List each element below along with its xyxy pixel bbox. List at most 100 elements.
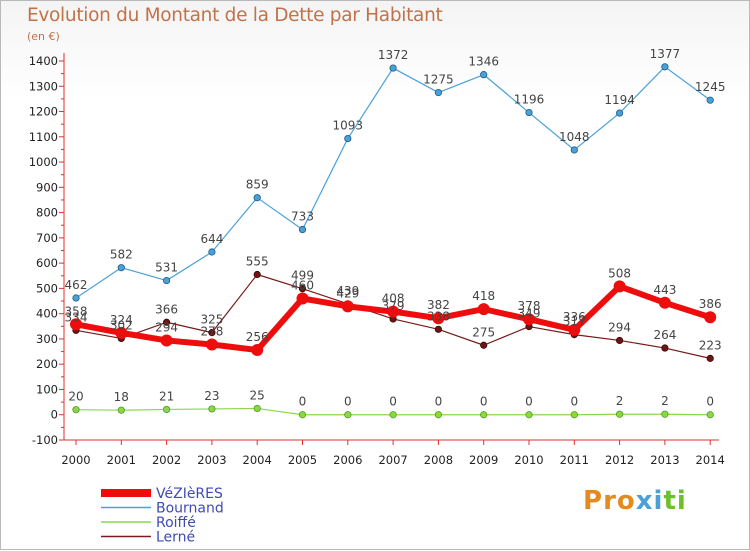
y-tick-label: 0 (51, 408, 58, 422)
data-point-roiffe (389, 411, 397, 419)
data-label-lerne: 294 (608, 320, 631, 334)
y-tick-label: 1200 (29, 105, 58, 119)
data-label-vezieres: 508 (608, 266, 631, 280)
y-tick-label: 200 (36, 357, 58, 371)
data-point-vezieres (251, 344, 264, 357)
data-label-bournand: 644 (200, 232, 223, 246)
data-label-vezieres: 336 (563, 310, 586, 324)
data-point-bournand (163, 276, 171, 285)
data-point-roiffe (208, 405, 216, 413)
data-point-lerne (298, 285, 307, 293)
data-point-roiffe (706, 411, 714, 419)
data-point-vezieres (432, 312, 445, 325)
data-point-bournand (253, 194, 261, 202)
data-point-lerne (253, 270, 261, 279)
data-point-vezieres (613, 280, 626, 293)
data-label-roiffe: 0 (344, 395, 352, 409)
data-label-lerne: 338 (427, 309, 450, 323)
data-label-roiffe: 0 (706, 395, 714, 409)
data-point-roiffe (253, 404, 261, 413)
x-tick-label: 2012 (605, 453, 634, 467)
data-label-vezieres: 378 (518, 299, 541, 313)
data-point-bournand (72, 294, 80, 302)
chart-title: Evolution du Montant de la Dette par Hab… (27, 5, 443, 26)
data-point-lerne (480, 341, 488, 349)
y-tick-label: 800 (36, 206, 58, 220)
data-label-roiffe: 0 (435, 395, 443, 409)
legend-label-vezieres: VéZIèRES (156, 486, 223, 502)
data-point-vezieres (704, 311, 717, 324)
data-label-vezieres: 429 (336, 286, 359, 300)
data-label-vezieres: 382 (427, 298, 450, 312)
x-tick-label: 2008 (424, 453, 453, 467)
x-tick-label: 2002 (152, 453, 181, 467)
data-point-bournand (661, 63, 669, 71)
data-label-vezieres: 443 (653, 283, 676, 297)
data-label-bournand: 1048 (559, 130, 590, 144)
data-point-vezieres (296, 292, 309, 305)
data-label-roiffe: 20 (68, 390, 83, 404)
data-point-roiffe (298, 411, 307, 419)
data-point-roiffe (480, 411, 488, 419)
y-tick-label: -100 (32, 433, 58, 447)
data-point-bournand (389, 64, 397, 72)
data-label-lerne: 264 (653, 328, 676, 342)
y-tick-label: 300 (36, 332, 58, 346)
data-label-vezieres: 324 (110, 313, 133, 327)
data-label-bournand: 462 (65, 278, 88, 292)
data-label-bournand: 1372 (378, 48, 409, 62)
data-label-lerne: 317 (563, 315, 586, 329)
data-point-vezieres (658, 296, 671, 309)
data-point-roiffe (661, 410, 669, 418)
y-tick-label: 1100 (29, 130, 58, 144)
data-label-lerne: 349 (518, 307, 541, 321)
data-point-bournand (570, 146, 578, 154)
x-tick-label: 2004 (243, 453, 272, 467)
data-label-bournand: 1377 (650, 47, 681, 61)
y-tick-label: 1000 (29, 155, 58, 169)
data-point-roiffe (570, 411, 578, 419)
data-point-bournand (208, 248, 216, 256)
x-tick-label: 2007 (378, 453, 407, 467)
y-tick-label: 600 (36, 256, 58, 270)
data-point-bournand (434, 88, 442, 97)
data-label-bournand: 1245 (695, 80, 726, 94)
data-label-lerne: 379 (382, 299, 405, 313)
y-tick-label: 900 (36, 180, 58, 194)
data-point-vezieres (115, 326, 128, 339)
data-label-bournand: 531 (155, 261, 178, 275)
y-axis-unit: (en €) (27, 30, 60, 43)
data-label-vezieres: 256 (246, 330, 269, 344)
data-label-bournand: 1346 (468, 55, 499, 69)
y-tick-label: 1300 (29, 79, 58, 93)
data-point-lerne (661, 344, 669, 352)
data-label-roiffe: 21 (159, 389, 174, 403)
data-point-vezieres (477, 303, 490, 316)
data-label-roiffe: 2 (661, 394, 669, 408)
data-point-bournand (525, 108, 533, 117)
x-tick-label: 2006 (333, 453, 362, 467)
y-tick-label: 100 (36, 382, 58, 396)
data-label-roiffe: 25 (250, 388, 265, 402)
legend-label-bournand: Bournand (156, 501, 224, 517)
data-label-vezieres: 408 (382, 292, 405, 306)
data-point-vezieres (70, 318, 82, 331)
data-point-bournand (706, 96, 714, 104)
data-point-roiffe (72, 406, 80, 414)
data-label-vezieres: 460 (291, 279, 314, 293)
x-tick-label: 2013 (650, 453, 679, 467)
data-label-bournand: 1093 (333, 119, 364, 133)
y-tick-label: 1400 (29, 54, 58, 68)
data-point-roiffe (117, 406, 125, 414)
data-label-bournand: 859 (246, 178, 269, 192)
data-label-lerne: 223 (699, 338, 722, 352)
data-label-roiffe: 18 (114, 390, 129, 404)
data-label-bournand: 1275 (423, 73, 454, 87)
data-point-roiffe (163, 405, 171, 414)
data-point-vezieres (523, 313, 535, 326)
data-label-bournand: 582 (110, 248, 133, 262)
data-label-lerne: 325 (200, 313, 223, 327)
proxiti-logo: Proxiti (583, 486, 687, 516)
data-label-lerne: 439 (336, 284, 359, 298)
data-point-bournand (117, 264, 125, 272)
